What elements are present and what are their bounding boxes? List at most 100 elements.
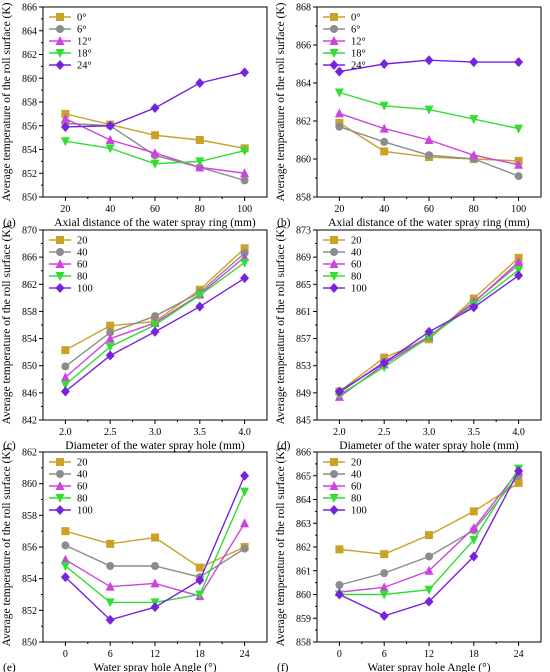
data-point: [195, 575, 205, 586]
data-point: [150, 102, 160, 113]
y-tick-label: 860: [296, 590, 311, 601]
x-axis-title: Diameter of the water spray hole (mm): [339, 440, 519, 452]
legend-marker: [329, 505, 339, 515]
legend-label: 20: [351, 458, 362, 469]
y-tick-label: 850: [22, 193, 37, 204]
data-point: [514, 124, 524, 134]
y-tick-label: 858: [22, 307, 37, 318]
data-point: [60, 380, 70, 390]
y-tick-label: 854: [22, 334, 37, 345]
y-tick-label: 854: [22, 574, 37, 585]
legend-marker: [56, 248, 64, 256]
y-tick-label: 873: [296, 226, 311, 237]
series-100: [60, 470, 250, 625]
y-tick-label: 866: [296, 41, 311, 52]
data-point: [424, 326, 434, 337]
legend-label: 60: [77, 260, 88, 271]
series-line: [338, 257, 520, 393]
y-tick-label: 858: [296, 638, 311, 649]
data-point: [150, 148, 160, 158]
legend-label: 20: [77, 236, 88, 247]
data-point: [240, 67, 250, 78]
data-point: [424, 596, 434, 607]
panel-label: (e): [3, 662, 16, 672]
legend-marker: [55, 272, 65, 281]
x-tick-label: 100: [511, 204, 526, 215]
data-point: [105, 333, 115, 343]
y-tick-label: 864: [22, 26, 37, 37]
data-point: [150, 326, 160, 337]
y-tick-label: 865: [296, 471, 311, 482]
y-tick-label: 845: [296, 416, 311, 427]
series-line: [64, 252, 246, 367]
x-axis-title: Diameter of the water spray hole (mm): [65, 440, 245, 452]
data-point: [240, 258, 250, 268]
data-point: [469, 507, 478, 516]
data-point: [240, 273, 250, 284]
data-point: [425, 151, 433, 160]
y-tick-label: 860: [22, 479, 37, 490]
legend-label: 24°: [351, 61, 366, 72]
legend-label: 40: [77, 248, 88, 259]
data-point: [61, 541, 70, 550]
legend-label: 18°: [77, 49, 92, 60]
x-tick-label: 2.0: [333, 427, 346, 438]
x-tick-label: 40: [105, 204, 115, 215]
data-point: [195, 157, 205, 167]
series-40: [61, 541, 249, 582]
legend-label: 80: [77, 272, 88, 283]
series-line: [65, 71, 245, 128]
y-tick-label: 861: [296, 307, 311, 318]
data-point: [61, 346, 70, 355]
legend-label: 60: [77, 482, 88, 493]
series-80: [60, 258, 250, 390]
series-40: [61, 249, 249, 371]
x-tick-label: 24: [240, 649, 250, 660]
legend-marker: [56, 25, 64, 33]
data-point: [240, 487, 250, 497]
series-24: [60, 67, 250, 132]
data-point: [514, 172, 523, 181]
data-point: [240, 518, 250, 528]
y-tick-label: 852: [22, 169, 37, 180]
data-point: [151, 312, 159, 321]
legend-label: 100: [77, 506, 93, 517]
legend-label: 6°: [77, 25, 86, 36]
data-point: [335, 545, 344, 554]
data-point: [335, 122, 344, 131]
y-tick-label: 859: [296, 614, 311, 625]
series-18: [60, 137, 250, 169]
y-tick-label: 862: [296, 117, 311, 128]
data-point: [379, 358, 389, 368]
data-point: [106, 562, 115, 570]
data-point: [514, 270, 524, 281]
legend-marker: [55, 283, 65, 293]
legend-label: 100: [77, 284, 93, 295]
y-tick-label: 863: [296, 519, 311, 530]
y-tick-label: 858: [22, 511, 37, 522]
legend-marker: [330, 458, 338, 466]
x-axis-title: Axial distance of the water spray ring (…: [54, 217, 256, 229]
data-point: [514, 466, 524, 476]
data-point: [240, 244, 249, 253]
data-point: [514, 256, 524, 266]
x-tick-label: 60: [150, 204, 160, 215]
data-point: [469, 115, 479, 125]
data-point: [61, 527, 70, 536]
series-12: [334, 108, 524, 169]
series-20: [335, 478, 523, 559]
series-line: [64, 475, 246, 621]
data-point: [60, 572, 70, 583]
x-tick-label: 24: [514, 649, 524, 660]
data-point: [469, 150, 479, 160]
panel-d: 845 849 853 857 861 865 869 873 2.0 2.5 3.0 3.5 4.0 D…: [275, 225, 542, 452]
data-point: [195, 563, 204, 572]
legend-label: 60: [351, 260, 362, 271]
y-tick-label: 846: [22, 388, 37, 399]
data-point: [151, 131, 159, 140]
x-tick-label: 12: [150, 649, 160, 660]
plot-frame: [316, 229, 542, 421]
